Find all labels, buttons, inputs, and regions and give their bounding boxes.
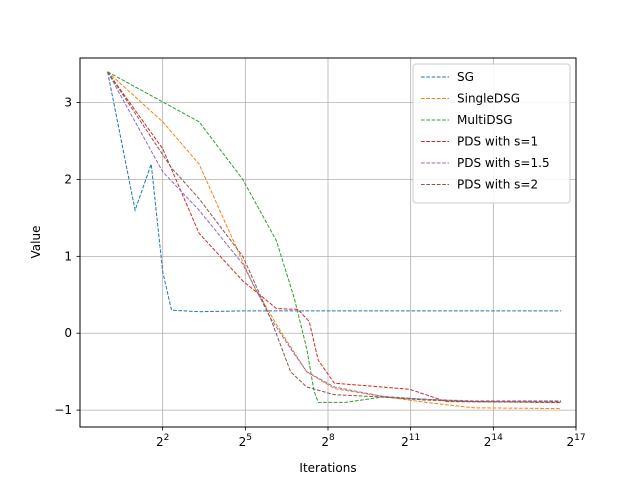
series-lines (107, 71, 562, 410)
y-tick-label: 3 (64, 96, 72, 110)
legend-entry: PDS with s=1.5 (457, 156, 550, 170)
y-tick-label: 0 (64, 326, 72, 340)
legend-entry: MultiDSG (457, 113, 513, 127)
x-tick-label: 217 (566, 433, 585, 449)
legend-box (412, 63, 571, 204)
legend-entry: SingleDSG (457, 92, 520, 106)
series-line-singledsg (107, 71, 562, 410)
y-axis-label: Value (29, 226, 43, 259)
series-line-pds-with-s-2 (107, 71, 562, 403)
y-tick-label: 2 (64, 172, 72, 186)
legend-entry: PDS with s=1 (457, 135, 538, 149)
x-axis-label: Iterations (299, 461, 356, 475)
x-tick-label: 214 (484, 433, 503, 449)
x-tick-label: 22 (156, 433, 169, 449)
series-line-pds-with-s-1-5 (107, 71, 562, 402)
series-line-pds-with-s-1 (107, 71, 562, 403)
axis-ticks: 22 25 28 211 214 217 −1 0 1 2 3 (54, 96, 585, 449)
legend-entry: PDS with s=2 (457, 178, 538, 192)
x-tick-label: 28 (321, 433, 335, 449)
x-tick-label: 211 (401, 433, 420, 449)
y-tick-label: −1 (54, 403, 72, 417)
legend-entry: SG (457, 70, 474, 84)
y-tick-label: 1 (64, 249, 72, 263)
x-tick-label: 25 (239, 433, 252, 449)
legend: SG SingleDSG MultiDSG PDS with s=1 PDS with … (412, 63, 571, 204)
series-line-sg (107, 71, 562, 313)
